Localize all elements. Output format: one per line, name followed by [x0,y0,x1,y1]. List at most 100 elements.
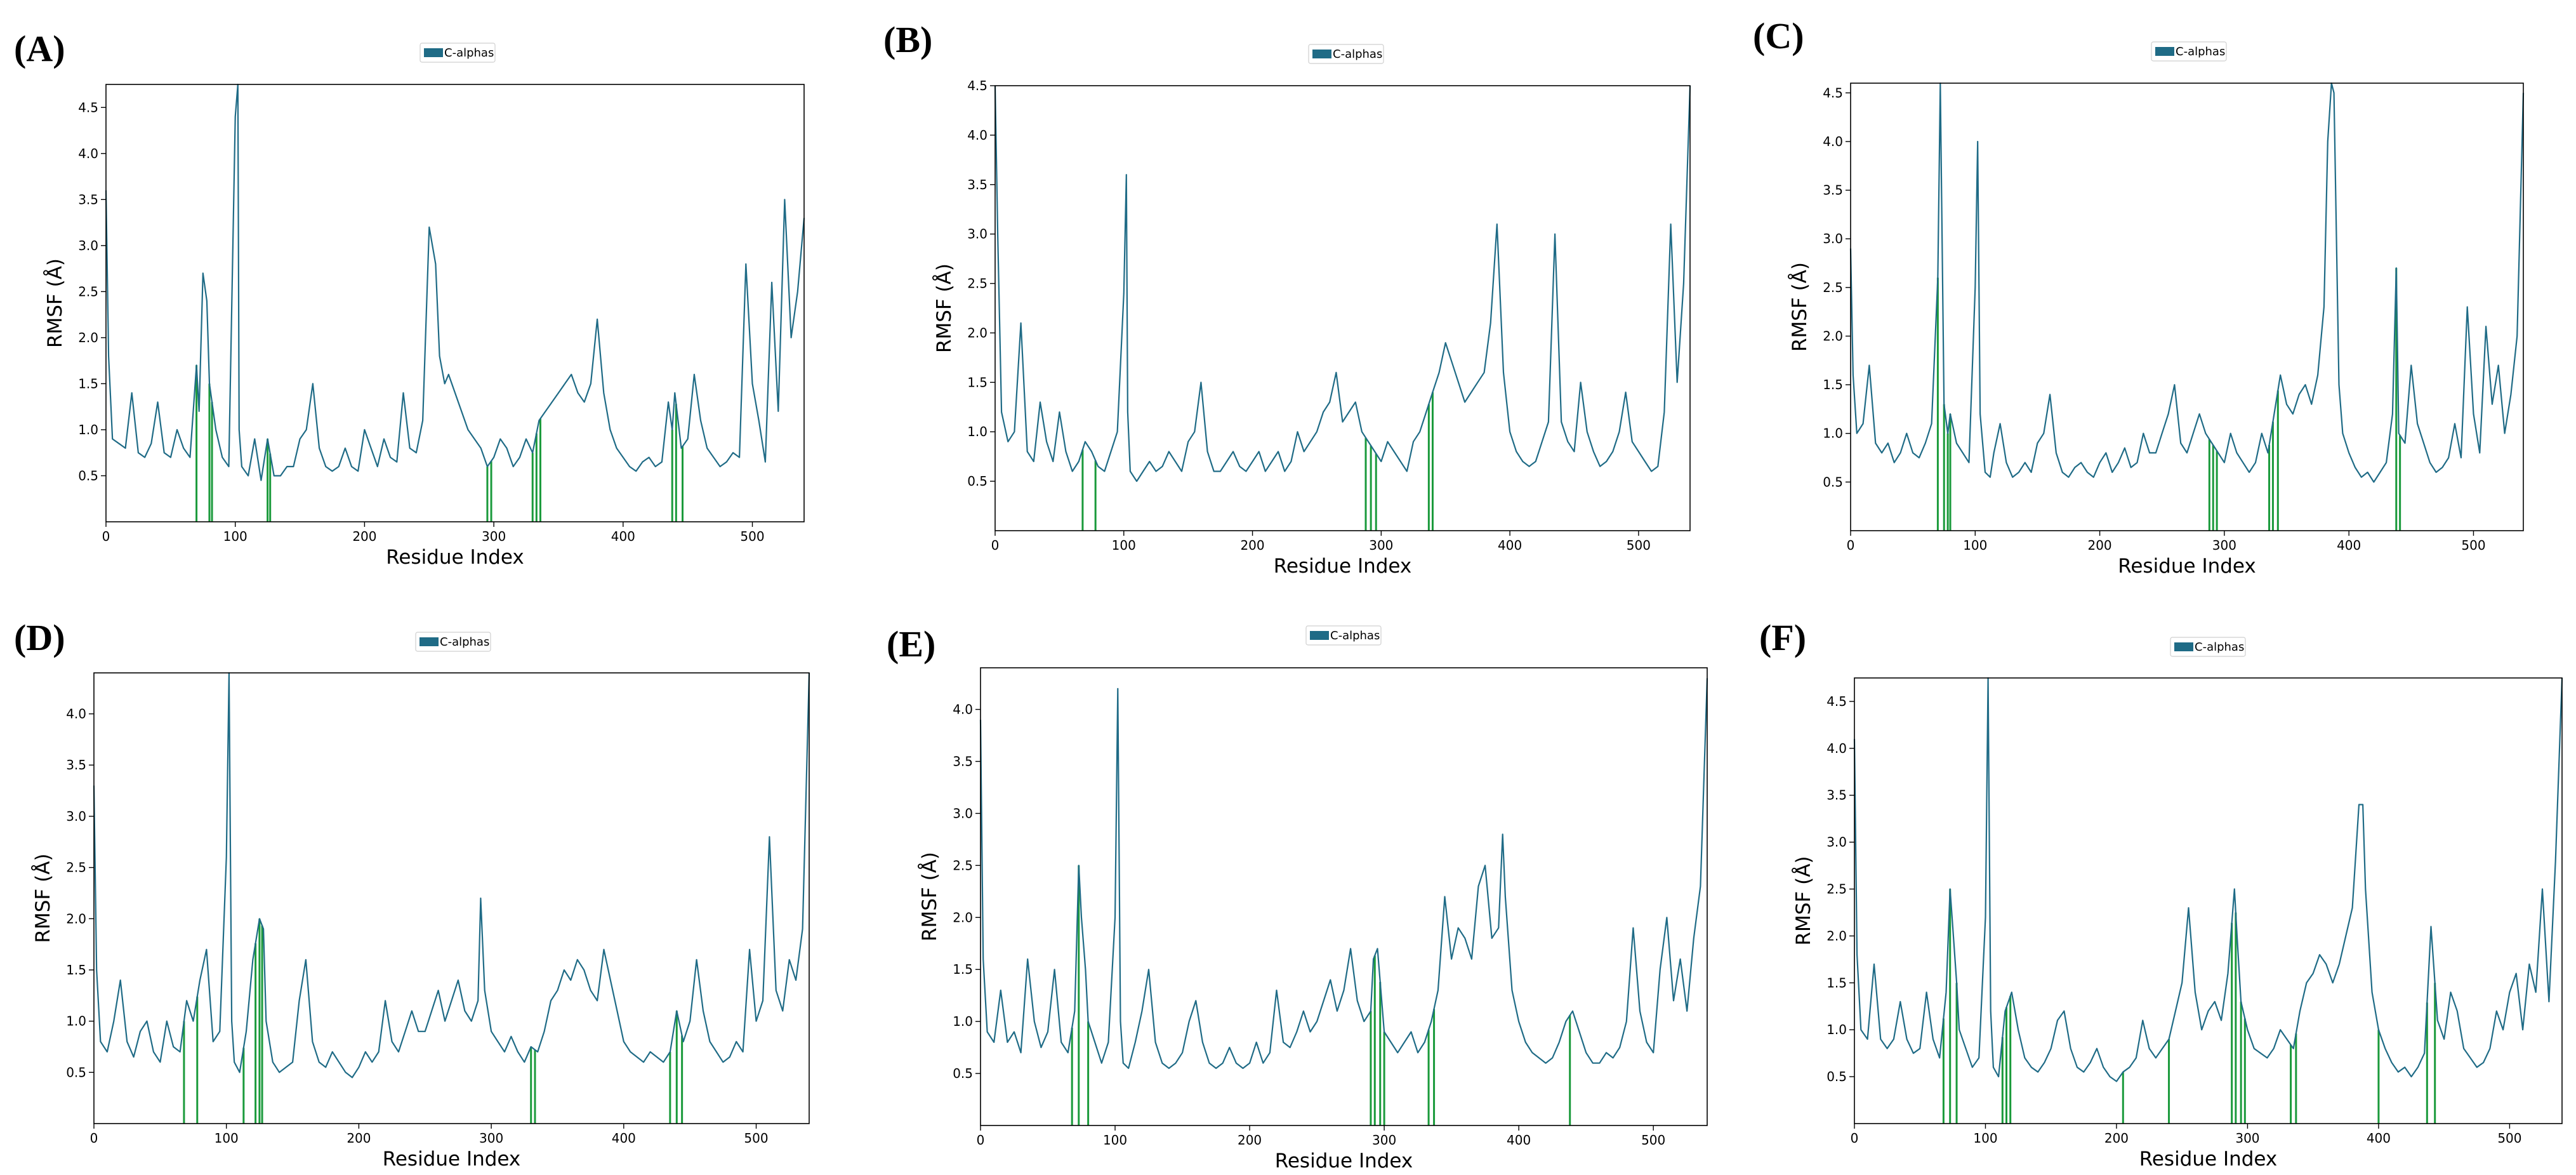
legend-label: C-alphas [1330,629,1380,642]
legend-swatch [2155,47,2174,56]
legend: C-alphas [1305,625,1382,646]
y-tick-label: 0.5 [1823,474,1843,489]
y-tick-label: 2.5 [1826,882,1847,897]
x-tick-label: 0 [1847,538,1855,553]
y-tick-label: 4.5 [78,100,98,115]
legend-swatch [424,48,443,57]
legend: C-alphas [415,632,491,652]
y-tick-label: 3.5 [967,177,987,192]
y-tick-label: 3.5 [953,753,973,769]
y-axis-label: RMSF (Å) [933,263,956,353]
legend-frame [419,43,496,63]
y-tick-label: 0.5 [66,1065,86,1080]
x-tick-label: 300 [1372,1132,1396,1148]
y-axis-label: RMSF (Å) [1792,856,1815,945]
y-tick-label: 3.0 [1823,231,1843,246]
axes-frame [1854,677,2563,1124]
y-tick-label: 4.0 [66,707,86,722]
x-tick-label: 300 [1369,538,1393,553]
panel-label-f: (F) [1759,617,1807,658]
y-tick-label: 1.0 [66,1014,86,1029]
legend-swatch [1310,631,1329,640]
y-tick-label: 4.5 [1823,85,1843,100]
x-tick-label: 200 [352,529,376,544]
rmsf-chart-6: 0 100 200 300 400 500 0.5 1.0 1.5 2.0 2.5 3.0 3.5 4.0… [1792,637,2563,1171]
x-tick-label: 300 [2212,538,2236,553]
x-tick-label: 300 [479,1131,503,1146]
x-tick-label: 500 [2461,538,2485,553]
rmsf-chart-3: 0 100 200 300 400 500 0.5 1.0 1.5 2.0 2.5 3.0 3.5 4.0… [1788,41,2525,578]
y-tick-label: 3.5 [1826,788,1847,803]
axes-frame [105,84,805,522]
legend-frame [1305,625,1382,646]
y-tick-label: 4.5 [967,78,987,93]
rmsf-chart-2: 0 100 200 300 400 500 0.5 1.0 1.5 2.0 2.5 3.0 3.5 4.0… [933,44,1691,578]
y-axis-label: RMSF (Å) [44,258,67,348]
x-axis-label: Residue Index [383,1148,521,1171]
x-tick-label: 0 [90,1131,98,1146]
x-axis-label: Residue Index [1275,1150,1413,1172]
x-tick-label: 200 [347,1131,371,1146]
legend-swatch [1312,50,1331,58]
y-tick-label: 3.0 [66,809,86,824]
series-line-c-alphas [979,678,1708,1070]
y-tick-label: 2.0 [66,911,86,926]
y-tick-label: 2.0 [1823,328,1843,343]
y-tick-label: 0.5 [967,474,987,489]
rmsf-chart-4: 0 100 200 300 400 500 0.5 1.0 1.5 2.0 2.5 3.0 3.5 4.0… [32,632,810,1171]
x-tick-label: 300 [482,529,506,544]
legend: C-alphas [2151,41,2227,62]
y-tick-label: 1.5 [953,962,973,977]
panel-label-b: (B) [883,19,933,60]
panel-label-c: (C) [1753,15,1804,56]
y-tick-label: 0.5 [78,468,98,483]
y-tick-label: 4.5 [1826,694,1847,709]
y-tick-label: 1.0 [78,422,98,437]
y-axis-label: RMSF (Å) [918,852,941,941]
y-tick-label: 4.0 [78,146,98,161]
x-tick-label: 0 [991,538,1000,553]
x-tick-label: 200 [2087,538,2111,553]
legend-frame [1308,44,1384,64]
x-tick-label: 0 [977,1132,985,1148]
x-tick-label: 500 [744,1131,768,1146]
legend-frame [2151,41,2227,62]
x-tick-label: 100 [1973,1131,1997,1146]
y-tick-label: 1.5 [1826,975,1847,990]
legend-label: C-alphas [2195,641,2244,654]
series-line-c-alphas [1853,677,2563,1082]
y-tick-label: 3.0 [953,806,973,821]
x-tick-label: 500 [2497,1131,2521,1146]
y-tick-label: 1.0 [1823,426,1843,441]
y-tick-label: 4.0 [953,702,973,717]
y-tick-label: 1.5 [78,376,98,391]
x-tick-label: 300 [2235,1131,2259,1146]
axes-frame [1850,83,2524,531]
axes-frame [994,85,1691,531]
y-tick-label: 2.5 [967,276,987,291]
y-axis-label: RMSF (Å) [32,853,55,943]
x-tick-label: 100 [1103,1132,1127,1148]
legend: C-alphas [1308,44,1384,64]
y-tick-label: 4.0 [1826,741,1847,756]
y-tick-label: 2.0 [1826,928,1847,943]
x-tick-label: 400 [2367,1131,2391,1146]
y-axis-label: RMSF (Å) [1788,262,1811,352]
x-tick-label: 400 [1498,538,1522,553]
series-line-c-alphas [93,672,810,1079]
y-tick-label: 2.5 [1823,280,1843,295]
legend-label: C-alphas [444,46,494,60]
series-line-c-alphas [1849,82,2525,483]
x-tick-label: 400 [1507,1132,1531,1148]
x-tick-label: 100 [1963,538,1987,553]
panel-label-e: (E) [887,623,936,665]
series-line-c-alphas [105,83,805,481]
x-tick-label: 500 [1641,1132,1665,1148]
y-tick-label: 2.0 [953,910,973,925]
x-axis-label: Residue Index [1274,555,1412,578]
legend-frame [2170,637,2246,657]
y-tick-label: 1.0 [953,1014,973,1029]
legend-label: C-alphas [2176,45,2225,58]
y-tick-label: 2.5 [66,860,86,875]
